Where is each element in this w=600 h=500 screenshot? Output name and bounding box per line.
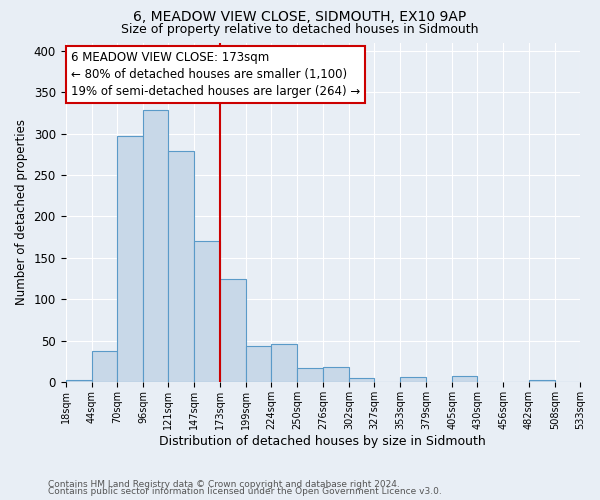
Bar: [271, 344, 297, 382]
Bar: [323, 367, 349, 382]
Bar: [169, 151, 194, 382]
Bar: [65, 380, 92, 382]
Bar: [349, 378, 374, 382]
Bar: [194, 241, 220, 382]
Bar: [529, 380, 555, 382]
Bar: [400, 377, 426, 382]
Text: 6 MEADOW VIEW CLOSE: 173sqm
← 80% of detached houses are smaller (1,100)
19% of : 6 MEADOW VIEW CLOSE: 173sqm ← 80% of det…: [71, 51, 360, 98]
Text: Contains HM Land Registry data © Crown copyright and database right 2024.: Contains HM Land Registry data © Crown c…: [48, 480, 400, 489]
Bar: [297, 368, 323, 382]
X-axis label: Distribution of detached houses by size in Sidmouth: Distribution of detached houses by size …: [160, 434, 486, 448]
Bar: [118, 136, 143, 382]
Bar: [143, 110, 169, 382]
Y-axis label: Number of detached properties: Number of detached properties: [15, 119, 28, 305]
Bar: [92, 352, 118, 382]
Text: Size of property relative to detached houses in Sidmouth: Size of property relative to detached ho…: [121, 22, 479, 36]
Bar: [220, 280, 247, 382]
Text: Contains public sector information licensed under the Open Government Licence v3: Contains public sector information licen…: [48, 487, 442, 496]
Text: 6, MEADOW VIEW CLOSE, SIDMOUTH, EX10 9AP: 6, MEADOW VIEW CLOSE, SIDMOUTH, EX10 9AP: [133, 10, 467, 24]
Bar: [247, 346, 271, 382]
Bar: [452, 376, 477, 382]
